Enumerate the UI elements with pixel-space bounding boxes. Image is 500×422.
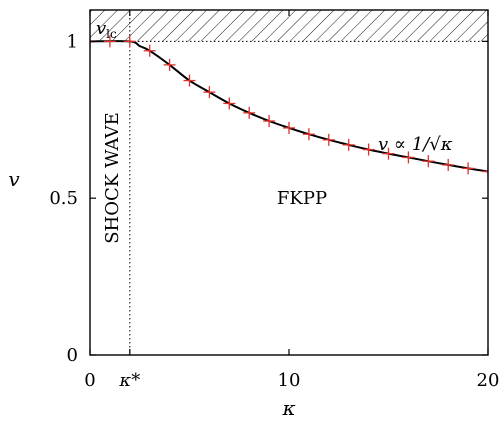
data-point [422, 155, 435, 168]
y-axis-label: v [8, 167, 20, 191]
data-point [302, 128, 315, 141]
data-point [482, 165, 488, 178]
data-point [143, 44, 156, 57]
data-point [243, 106, 256, 119]
y-tick-label: 1 [67, 31, 78, 52]
x-axis-label: κ [281, 396, 295, 420]
data-point [103, 35, 116, 48]
plot-frame [89, 9, 489, 356]
x-tick-label: 20 [477, 370, 500, 391]
scaling-label: v ∝ 1/√κ [378, 134, 453, 155]
data-point [462, 162, 475, 175]
data-point [322, 133, 335, 146]
data-point [283, 121, 295, 134]
y-tick-label: 0 [67, 345, 78, 366]
x-tick-label: 0 [84, 370, 95, 391]
x-tick-label: 10 [278, 370, 301, 391]
data-point [442, 158, 455, 171]
data-point [123, 35, 136, 48]
data-point [263, 115, 276, 128]
data-point [223, 97, 236, 110]
data-point [382, 147, 395, 160]
data-point [163, 58, 176, 71]
y-tick-label: 0.5 [49, 188, 78, 209]
x-tick-label: κ* [118, 370, 140, 391]
data-point [402, 151, 415, 164]
data-point [183, 74, 196, 87]
data-point [203, 86, 216, 99]
data-point [362, 143, 375, 156]
data-point [342, 138, 355, 151]
v-lc-label: vlc [96, 18, 117, 41]
fkpp-label: FKPP [277, 188, 327, 209]
shock-wave-label: SHOCK WAVE [102, 112, 123, 244]
